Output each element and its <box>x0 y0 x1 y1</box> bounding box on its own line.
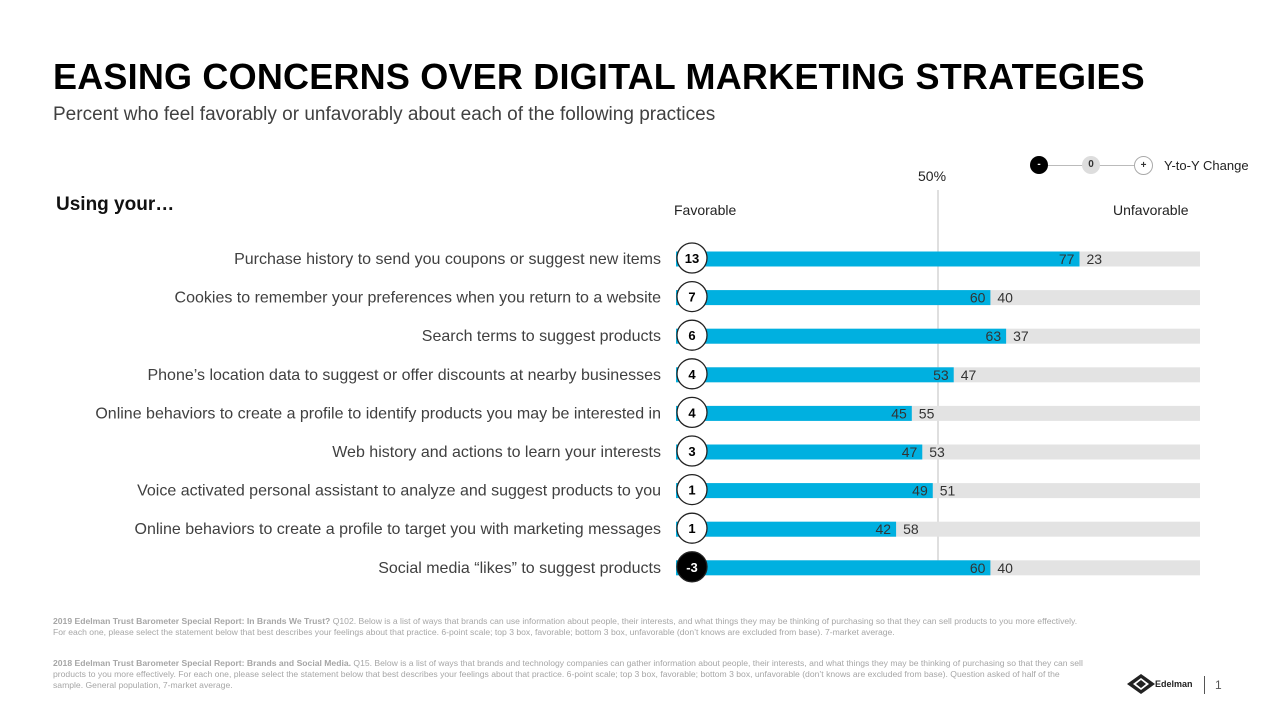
category-label: Voice activated personal assistant to an… <box>137 483 661 500</box>
unfavorable-value-label: 23 <box>1086 251 1102 267</box>
favorable-value-label: 45 <box>891 405 907 421</box>
yoy-change-circle <box>676 551 708 583</box>
footnote-2018-source: 2018 Edelman Trust Barometer Special Rep… <box>53 658 352 668</box>
favorable-value-label: 60 <box>970 560 986 576</box>
favorable-bar <box>676 560 991 576</box>
legend-plus-icon: + <box>1134 156 1153 175</box>
page-number: 1 <box>1215 678 1222 692</box>
category-label: Web history and actions to learn your in… <box>332 444 661 461</box>
yoy-change-value: 13 <box>685 251 699 266</box>
yoy-change-circle <box>676 280 708 313</box>
yoy-change-value: 7 <box>688 290 695 305</box>
page-subtitle: Percent who feel favorably or unfavorabl… <box>53 104 716 125</box>
unfavorable-value-label: 58 <box>903 521 919 537</box>
unfavorable-value-label: 53 <box>929 444 945 460</box>
yoy-change-circle <box>676 512 708 544</box>
category-label: Social media “likes” to suggest products <box>378 560 661 577</box>
yoy-change-value: -3 <box>686 560 698 575</box>
yoy-change-circle <box>676 435 708 467</box>
yoy-change-circle <box>676 473 708 506</box>
favorable-value-label: 53 <box>933 367 949 383</box>
yoy-change-value: 1 <box>688 483 695 498</box>
unfavorable-value-label: 37 <box>1013 328 1029 344</box>
footnote-2019-text: Q102. Below is a list of ways that brand… <box>53 616 1078 638</box>
favorable-bar <box>676 251 1080 267</box>
footer-divider <box>1204 676 1205 694</box>
footnote-2019-source: 2019 Edelman Trust Barometer Special Rep… <box>53 616 331 626</box>
unfavorable-value-label: 40 <box>997 290 1013 306</box>
yoy-change-circle <box>676 358 708 390</box>
category-label: Purchase history to send you coupons or … <box>234 251 661 268</box>
category-label: Phone’s location data to suggest or offe… <box>147 367 661 384</box>
footnote-2019: 2019 Edelman Trust Barometer Special Rep… <box>53 616 1083 638</box>
page-title: EASING CONCERNS OVER DIGITAL MARKETING S… <box>53 56 1145 97</box>
favorable-bar <box>676 328 1007 344</box>
yoy-change-value: 6 <box>688 328 695 343</box>
category-label: Online behaviors to create a profile to … <box>135 521 662 538</box>
favorable-bar <box>676 405 912 421</box>
favorable-bar <box>676 521 897 537</box>
yoy-change-circle <box>676 396 708 429</box>
yoy-change-circle <box>676 319 708 351</box>
favorable-header: Favorable <box>674 202 737 218</box>
unfavorable-value-label: 47 <box>961 367 977 383</box>
favorable-bar <box>676 483 933 499</box>
favorable-bar <box>676 290 991 306</box>
section-label: Using your… <box>56 194 175 215</box>
category-label: Online behaviors to create a profile to … <box>95 405 661 422</box>
yoy-change-value: 4 <box>688 405 696 420</box>
favorable-value-label: 60 <box>970 290 986 306</box>
footnote-2018-text: Q15. Below is a list of ways that brands… <box>53 658 1083 691</box>
category-label: Cookies to remember your preferences whe… <box>175 290 662 307</box>
favorable-value-label: 42 <box>876 521 892 537</box>
yoy-legend: - 0 + Y-to-Y Change <box>1030 155 1270 177</box>
stacked-bar-chart: 77 23 Purchase history to send you coupons… <box>95 190 1200 583</box>
logo-text: Edelman <box>1155 679 1193 689</box>
reference-label: 50% <box>918 168 947 184</box>
category-label: Search terms to suggest products <box>422 328 661 345</box>
favorable-value-label: 49 <box>912 483 928 499</box>
favorable-bar <box>676 444 923 460</box>
favorable-bar <box>676 367 954 383</box>
legend-zero-icon: 0 <box>1082 156 1100 174</box>
yoy-change-value: 3 <box>688 444 695 459</box>
unfavorable-value-label: 51 <box>940 483 956 499</box>
footnote-2018: 2018 Edelman Trust Barometer Special Rep… <box>53 658 1083 692</box>
unfavorable-value-label: 40 <box>997 560 1013 576</box>
yoy-change-value: 1 <box>688 521 695 536</box>
favorable-value-label: 63 <box>986 328 1002 344</box>
legend-minus-icon: - <box>1030 156 1048 174</box>
edelman-logo-icon <box>1127 674 1155 694</box>
unfavorable-value-label: 55 <box>919 405 935 421</box>
unfavorable-header: Unfavorable <box>1113 202 1189 218</box>
favorable-value-label: 77 <box>1059 251 1075 267</box>
legend-label: Y-to-Y Change <box>1164 158 1249 173</box>
yoy-change-circle <box>676 242 708 274</box>
favorable-value-label: 47 <box>902 444 918 460</box>
yoy-change-value: 4 <box>688 367 696 382</box>
